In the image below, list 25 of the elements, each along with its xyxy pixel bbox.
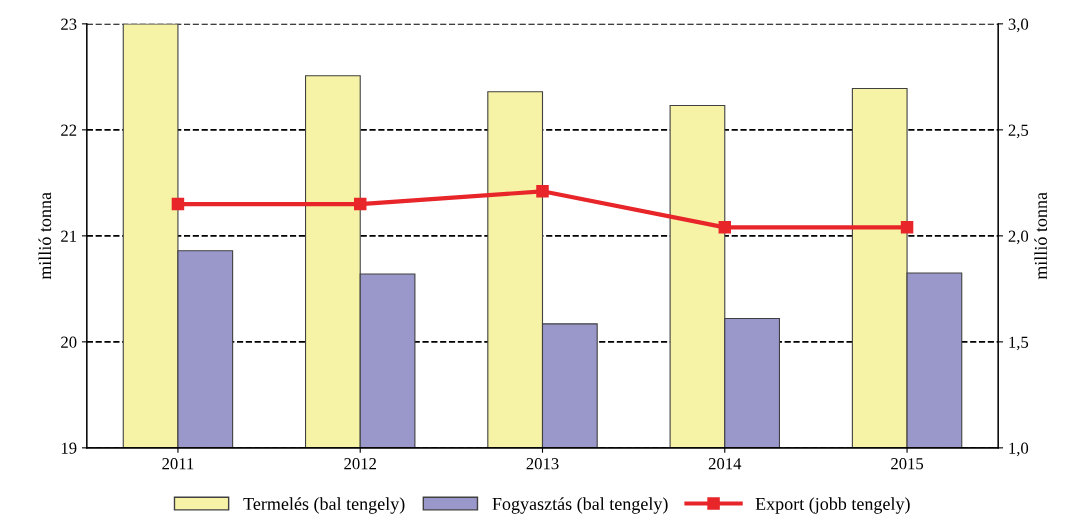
point bbox=[900, 221, 914, 234]
y2-tick-label: 2,5 bbox=[1008, 124, 1029, 139]
y-tick-label: 19 bbox=[61, 442, 77, 454]
x-tick-label: 2014 bbox=[708, 458, 742, 470]
point bbox=[718, 221, 732, 234]
point bbox=[171, 197, 185, 211]
legend-label: Fogyasztás (bal tengely) bbox=[492, 497, 668, 514]
x-tick-label: 2015 bbox=[891, 458, 924, 470]
y-tick-label: 23 bbox=[61, 18, 77, 30]
y2-tick-label: 1,5 bbox=[1009, 336, 1029, 351]
y2-tick-label: 3,0 bbox=[1008, 18, 1029, 33]
legend-label: Termelés (bal tengely) bbox=[243, 497, 405, 514]
point bbox=[353, 197, 367, 211]
y2-axis-title: millió tonna bbox=[1034, 192, 1048, 280]
y2-tick-label: 1,0 bbox=[1009, 442, 1029, 457]
legend-label: Export (jobb tengely) bbox=[755, 497, 910, 514]
x-tick-label: 2012 bbox=[344, 458, 376, 470]
y-tick-label: 21 bbox=[61, 230, 77, 242]
y-tick-label: 20 bbox=[61, 336, 77, 348]
x-tick-label: 2013 bbox=[526, 458, 559, 470]
x-tick-label: 2011 bbox=[162, 458, 194, 470]
point bbox=[536, 185, 549, 198]
y2-tick-label: 2,0 bbox=[1008, 230, 1029, 245]
y-axis-title: millió tonna bbox=[38, 192, 52, 280]
y-tick-label: 22 bbox=[61, 124, 77, 136]
